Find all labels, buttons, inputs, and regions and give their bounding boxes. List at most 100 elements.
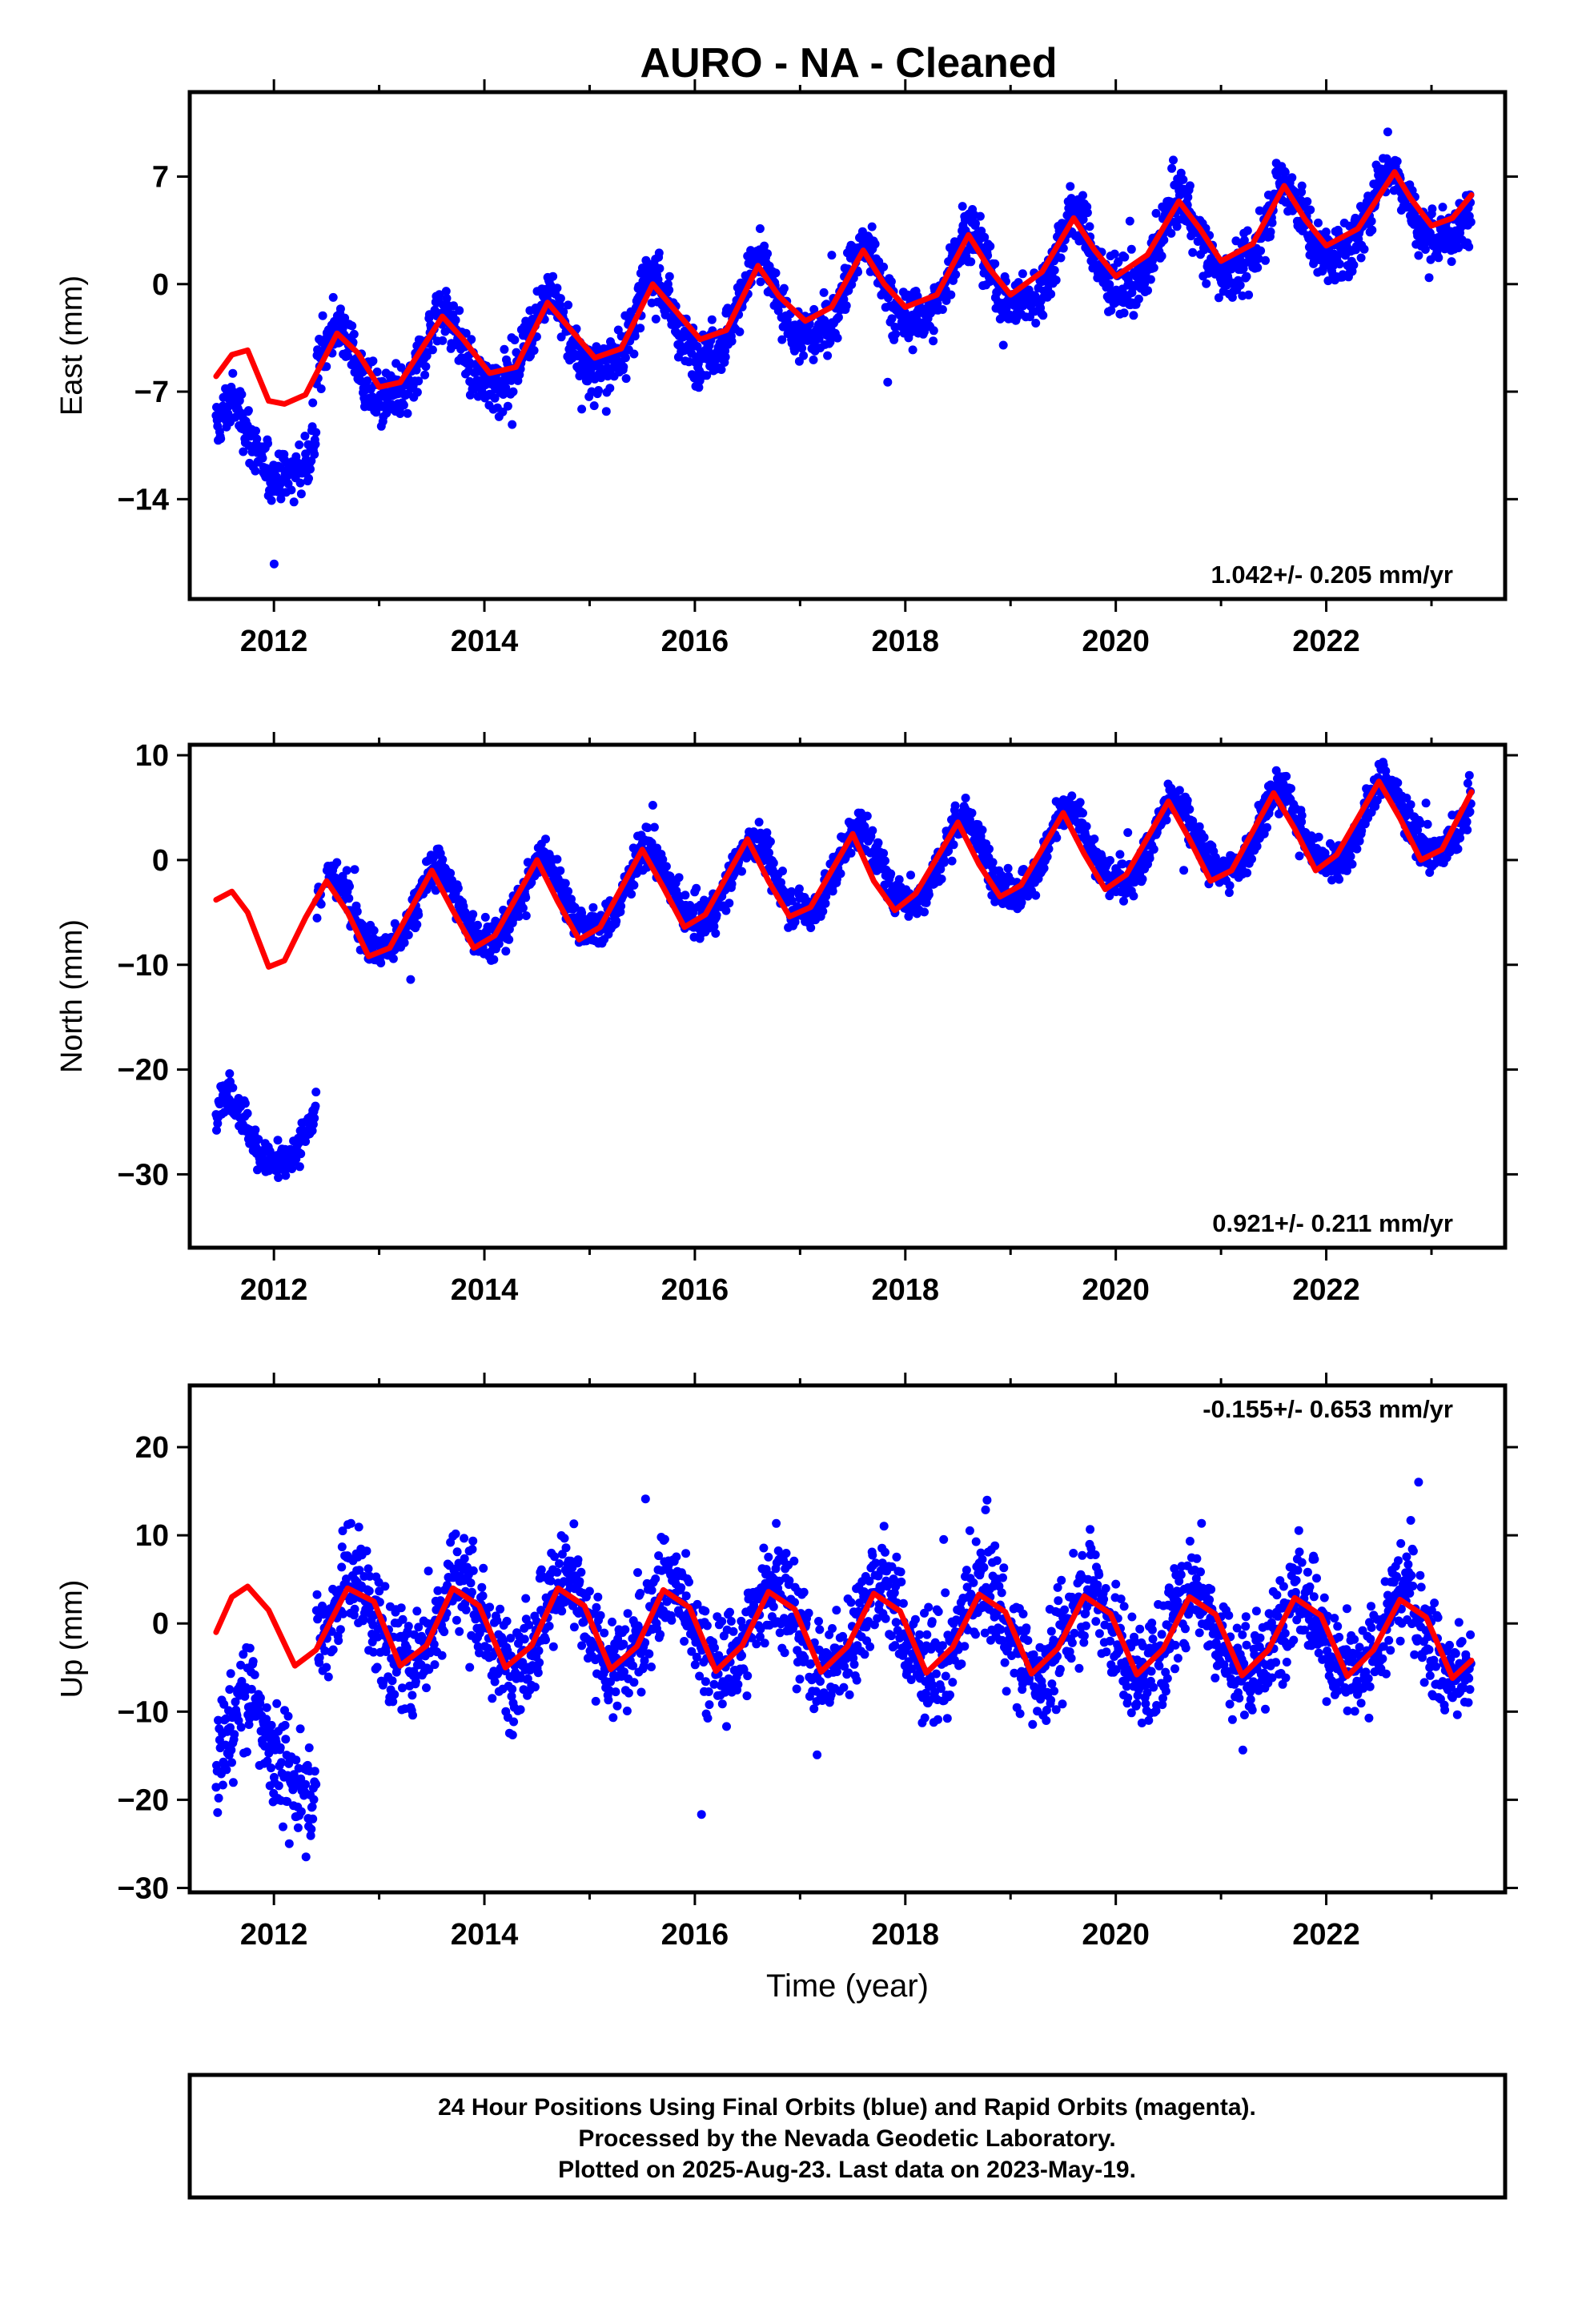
data-point bbox=[552, 854, 562, 864]
data-point bbox=[412, 388, 422, 397]
data-point bbox=[929, 326, 938, 336]
data-point bbox=[514, 911, 524, 921]
data-point bbox=[1297, 817, 1307, 826]
data-point bbox=[420, 370, 430, 380]
data-point bbox=[1120, 252, 1130, 262]
data-point bbox=[1202, 279, 1211, 288]
data-point bbox=[1105, 279, 1114, 289]
data-point bbox=[441, 287, 451, 296]
data-point bbox=[1323, 276, 1333, 286]
x-tick-label: 2018 bbox=[872, 625, 940, 658]
data-point bbox=[1188, 247, 1198, 257]
data-point bbox=[1280, 167, 1290, 177]
data-point bbox=[1052, 833, 1062, 842]
data-point bbox=[304, 473, 313, 483]
data-point bbox=[1297, 181, 1307, 191]
data-point bbox=[1359, 244, 1369, 254]
data-point bbox=[727, 879, 737, 889]
data-point bbox=[228, 1778, 238, 1787]
data-point bbox=[1356, 253, 1366, 263]
x-tick-label: 2020 bbox=[1082, 1273, 1150, 1307]
data-point bbox=[862, 811, 872, 821]
data-point bbox=[760, 241, 769, 251]
data-point bbox=[1242, 271, 1251, 281]
data-point bbox=[248, 1657, 258, 1667]
data-point bbox=[1157, 251, 1166, 261]
data-point bbox=[442, 294, 452, 303]
data-point bbox=[1031, 319, 1041, 328]
data-point bbox=[1357, 826, 1367, 835]
data-point bbox=[1051, 275, 1061, 285]
data-point bbox=[1393, 778, 1403, 787]
data-point bbox=[649, 822, 659, 832]
data-point bbox=[1235, 280, 1245, 290]
data-point bbox=[222, 1765, 231, 1775]
x-tick-label: 2014 bbox=[451, 625, 519, 658]
data-point bbox=[214, 1715, 223, 1725]
data-point bbox=[213, 1807, 223, 1817]
data-point bbox=[243, 1108, 252, 1118]
panel-north: 2012 2014 2016 2018 2020 2022100−10−20−30Nort… bbox=[55, 732, 1518, 1307]
data-point bbox=[1266, 227, 1275, 236]
data-point bbox=[501, 383, 511, 392]
data-point bbox=[230, 1730, 239, 1739]
data-point bbox=[594, 386, 603, 395]
data-point bbox=[1174, 786, 1184, 795]
data-point bbox=[937, 875, 946, 884]
data-point bbox=[1182, 796, 1192, 805]
data-point bbox=[1162, 815, 1171, 825]
data-point bbox=[498, 407, 508, 416]
data-point bbox=[870, 239, 880, 249]
data-point bbox=[414, 910, 424, 919]
data-point bbox=[247, 1684, 256, 1694]
data-point bbox=[521, 911, 531, 920]
data-point bbox=[620, 353, 630, 363]
data-point bbox=[1129, 891, 1138, 901]
data-point bbox=[1434, 253, 1443, 263]
data-point bbox=[490, 393, 500, 403]
data-point bbox=[929, 336, 938, 346]
panel-up: 2012 2014 2016 2018 2020 202220100−10−20−30Up… bbox=[55, 1373, 1518, 2004]
data-point bbox=[1082, 208, 1092, 218]
data-point bbox=[225, 1685, 235, 1695]
data-point bbox=[295, 440, 304, 449]
data-point bbox=[1143, 286, 1152, 296]
data-point bbox=[1195, 822, 1204, 831]
data-point bbox=[258, 453, 267, 463]
data-point bbox=[1118, 859, 1127, 869]
data-point bbox=[242, 1747, 251, 1757]
data-point bbox=[1146, 275, 1155, 284]
data-point bbox=[1183, 192, 1193, 202]
data-point bbox=[868, 826, 877, 835]
data-point bbox=[1456, 834, 1465, 842]
data-point bbox=[920, 907, 929, 917]
data-point bbox=[1320, 848, 1330, 858]
data-point bbox=[231, 1697, 240, 1707]
data-point bbox=[237, 390, 247, 399]
data-point bbox=[887, 314, 897, 324]
data-point bbox=[510, 336, 520, 344]
data-point bbox=[961, 794, 970, 802]
data-point bbox=[1090, 834, 1099, 844]
data-point bbox=[853, 267, 862, 277]
data-point bbox=[252, 434, 262, 444]
data-point bbox=[556, 300, 565, 310]
x-tick-label: 2018 bbox=[872, 1273, 940, 1307]
data-point bbox=[262, 1703, 271, 1712]
data-point bbox=[318, 311, 327, 320]
x-tick-label: 2020 bbox=[1082, 625, 1150, 658]
data-point bbox=[403, 408, 412, 418]
data-point bbox=[508, 387, 518, 396]
data-point bbox=[372, 367, 382, 376]
data-point bbox=[823, 351, 833, 360]
data-point bbox=[489, 955, 499, 964]
x-tick-label: 2012 bbox=[240, 1273, 308, 1307]
data-point bbox=[1214, 293, 1223, 303]
data-point bbox=[709, 922, 719, 931]
data-point bbox=[946, 290, 956, 300]
data-point bbox=[295, 1162, 304, 1172]
data-point bbox=[1253, 263, 1263, 272]
data-point bbox=[461, 328, 471, 338]
data-point bbox=[556, 294, 565, 304]
data-point bbox=[1464, 242, 1474, 251]
